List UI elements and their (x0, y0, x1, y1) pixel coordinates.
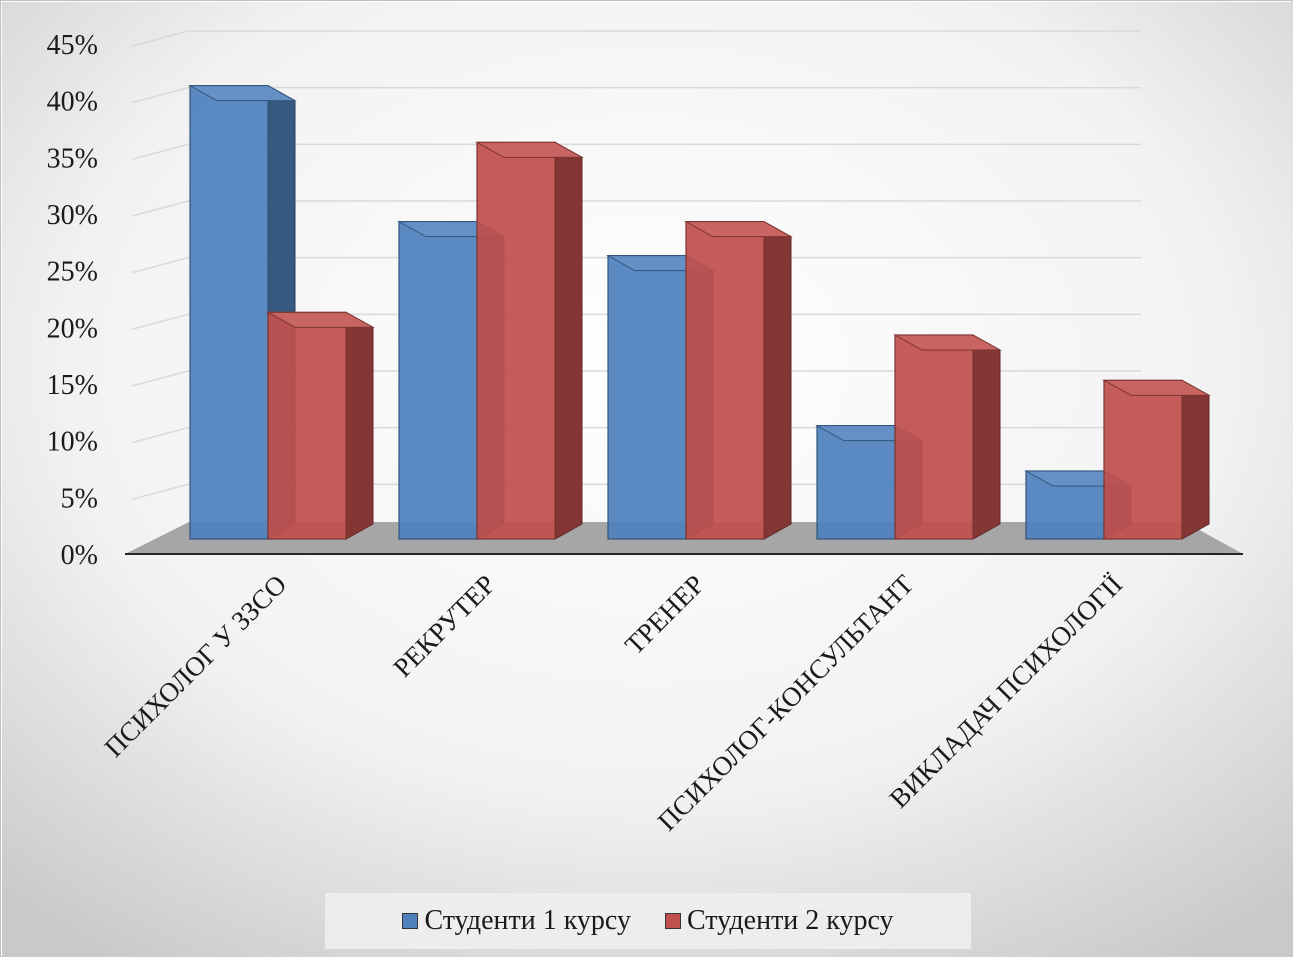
bar-series-2 (266, 311, 375, 540)
bar-front (607, 255, 687, 540)
gridline (131, 370, 1141, 387)
y-tick-label: 30% (47, 200, 98, 231)
legend-item-series-1: Студенти 1 курсу (402, 905, 631, 937)
bar-front (1103, 379, 1183, 540)
gridline (131, 30, 1141, 47)
legend-swatch-series-2 (665, 913, 681, 929)
bar-series-2 (475, 141, 584, 540)
y-tick-label: 15% (47, 370, 98, 401)
bar-side (345, 311, 374, 540)
legend-label-series-1: Студенти 1 курсу (424, 905, 631, 936)
bar-side (554, 141, 583, 540)
bar-top (1102, 379, 1211, 396)
legend-item-series-2: Студенти 2 курсу (665, 905, 894, 937)
y-axis-ticks: 0% 5% 10% 15% 20% 25% 30% 35% 40% 45% (47, 30, 98, 571)
y-tick-label: 5% (61, 483, 98, 514)
y-tick-label: 45% (47, 30, 98, 61)
gridlines (131, 30, 1141, 501)
bar-front (476, 141, 556, 540)
y-tick-label: 0% (61, 540, 98, 571)
y-tick-label: 35% (47, 143, 98, 174)
gridline (131, 86, 1141, 104)
legend-swatch-series-1 (402, 913, 419, 929)
legend-label-series-2: Студенти 2 курсу (687, 905, 894, 936)
gridline (131, 200, 1141, 217)
bar-series-2 (1102, 379, 1211, 540)
bar-front (398, 221, 478, 540)
bar-top (684, 221, 793, 238)
bar-side (972, 334, 1001, 540)
y-tick-label: 25% (47, 257, 98, 288)
bar-series-2 (684, 220, 793, 540)
bar-front (685, 221, 765, 540)
bar-front (894, 334, 974, 540)
bar-series-2 (893, 334, 1002, 540)
bar-top (188, 85, 297, 102)
gridline (131, 313, 1141, 331)
bar-top (893, 334, 1002, 351)
bar-top (266, 311, 375, 328)
bar-front (267, 311, 347, 540)
y-tick-label: 20% (47, 313, 98, 344)
bars (188, 84, 1211, 540)
y-tick-label: 40% (47, 87, 98, 118)
bar-side (1181, 379, 1210, 540)
bar-top (475, 141, 584, 158)
y-tick-label: 10% (47, 427, 98, 458)
bar-front (189, 85, 269, 540)
gridline (131, 256, 1141, 274)
legend: Студенти 1 курсу Студенти 2 курсу (325, 893, 971, 949)
bar-side (763, 220, 792, 540)
bar-front (816, 425, 896, 540)
gridline (131, 143, 1141, 161)
